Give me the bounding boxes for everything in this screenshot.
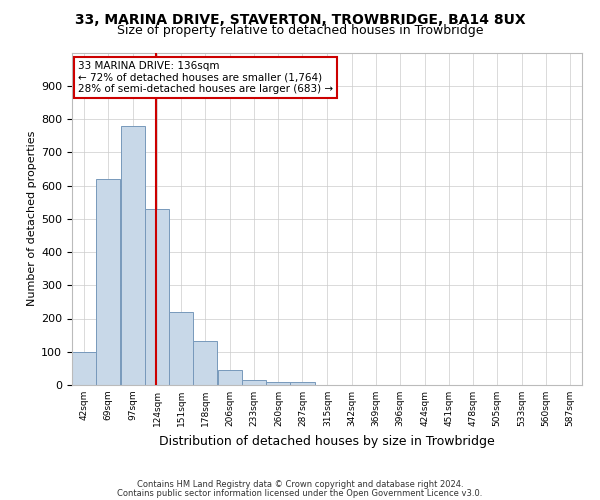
Bar — [72, 352, 96, 385]
Text: Contains HM Land Registry data © Crown copyright and database right 2024.: Contains HM Land Registry data © Crown c… — [137, 480, 463, 489]
Bar — [145, 209, 169, 385]
Bar — [242, 380, 266, 385]
Text: Contains public sector information licensed under the Open Government Licence v3: Contains public sector information licen… — [118, 490, 482, 498]
Text: Size of property relative to detached houses in Trowbridge: Size of property relative to detached ho… — [117, 24, 483, 37]
Bar — [96, 179, 120, 385]
Text: 33, MARINA DRIVE, STAVERTON, TROWBRIDGE, BA14 8UX: 33, MARINA DRIVE, STAVERTON, TROWBRIDGE,… — [74, 12, 526, 26]
Bar — [290, 382, 314, 385]
Bar — [266, 382, 290, 385]
Bar — [121, 126, 145, 385]
Y-axis label: Number of detached properties: Number of detached properties — [27, 131, 37, 306]
Bar — [218, 370, 242, 385]
Bar — [169, 312, 193, 385]
Bar — [193, 341, 217, 385]
X-axis label: Distribution of detached houses by size in Trowbridge: Distribution of detached houses by size … — [159, 434, 495, 448]
Text: 33 MARINA DRIVE: 136sqm
← 72% of detached houses are smaller (1,764)
28% of semi: 33 MARINA DRIVE: 136sqm ← 72% of detache… — [78, 61, 333, 94]
